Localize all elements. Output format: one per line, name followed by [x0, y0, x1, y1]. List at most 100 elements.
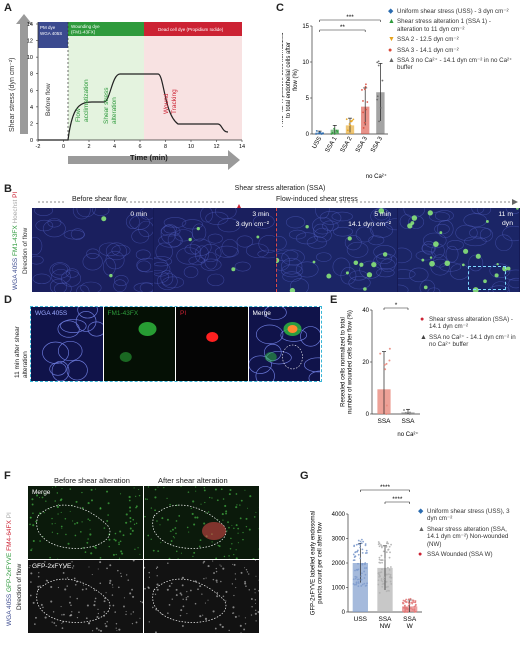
panel-label-a: A: [4, 2, 12, 14]
legend-item: ●Shear stress alteration (SSA) - 14.1 dy…: [420, 316, 518, 331]
data-point: [381, 578, 383, 580]
ytick-label: 15: [302, 24, 309, 30]
data-point: [389, 348, 391, 350]
data-point: [376, 99, 378, 101]
data-point: [359, 557, 361, 559]
b-side-fm: FM1-43FX: [12, 225, 19, 256]
a-xtick-label: 10: [188, 144, 194, 150]
data-point: [364, 562, 366, 564]
data-point: [347, 129, 349, 131]
panel-b: Before shear flow Shear stress alteratio…: [12, 186, 520, 294]
data-point: [410, 598, 412, 600]
b-tile-time: 11 m: [498, 211, 513, 218]
data-point: [415, 604, 417, 606]
data-point: [390, 581, 392, 583]
legend-e: ●Shear stress alteration (SSA) - 14.1 dy…: [420, 316, 518, 352]
category-label: SSA 3: [369, 135, 384, 154]
legend-marker-icon: ●: [388, 47, 397, 54]
data-point: [378, 120, 380, 122]
b-side-pi: PI: [12, 192, 19, 198]
data-point: [406, 608, 408, 610]
data-point: [386, 541, 388, 543]
category-label: SSA: [403, 616, 417, 623]
legend-label: Uniform shear stress (USS), 3 dyn cm⁻²: [427, 508, 518, 523]
data-point: [379, 575, 381, 577]
data-point: [379, 592, 381, 594]
data-point: [361, 539, 363, 541]
legend-c: ◆Uniform shear stress (USS) - 3 dyn cm⁻²…: [388, 8, 518, 75]
data-point: [334, 133, 336, 135]
data-point: [403, 600, 405, 602]
data-point: [378, 579, 380, 581]
data-point: [363, 583, 365, 585]
significance-label: ****: [392, 496, 403, 503]
category-sublabel: no Ca²⁺: [366, 173, 387, 180]
data-point: [358, 540, 360, 542]
a-xtick-label: -2: [36, 144, 41, 150]
data-point: [357, 585, 359, 587]
data-point: [362, 111, 364, 113]
a-xtick-label: 0: [62, 144, 65, 150]
data-point: [353, 578, 355, 580]
legend-item: ▼SSA 2 - 12.5 dyn cm⁻²: [388, 36, 518, 43]
data-point: [383, 550, 385, 552]
d-tile: FM1-43FX: [104, 307, 176, 381]
legend-item: ▲Shear stress alteration 1 (SSA 1) - alt…: [388, 18, 518, 33]
data-point: [386, 574, 388, 576]
data-point: [414, 601, 416, 603]
category-label: NW: [380, 623, 392, 630]
b-side-hoechst: Hoechst: [12, 200, 19, 224]
a-ytick-label: 12: [27, 39, 33, 45]
data-point: [355, 555, 357, 557]
category-label: SSA 2: [339, 135, 354, 154]
data-point: [362, 552, 364, 554]
b-tile-time: 3 min: [252, 211, 269, 218]
data-point: [365, 544, 367, 546]
significance-label: **: [340, 24, 346, 31]
data-point: [385, 413, 387, 415]
data-point: [352, 118, 354, 120]
b-tile-stress: 3 dyn cm⁻²: [236, 220, 269, 228]
category-label: SSA 1: [324, 135, 339, 154]
b-zoom-box: [468, 266, 506, 290]
data-point: [353, 583, 355, 585]
ytick-label: 0: [306, 132, 310, 138]
f-gfp-label: GFP-2xFYVE: [32, 563, 71, 570]
data-point: [405, 412, 407, 414]
data-point: [366, 552, 368, 554]
data-point: [379, 545, 381, 547]
data-point: [412, 609, 414, 611]
a-ytick-label: 8: [30, 72, 33, 78]
data-point: [408, 598, 410, 600]
panel-label-b: B: [4, 183, 12, 195]
y-axis-label: Resealed cells normalized to totalnumber…: [341, 310, 354, 414]
data-point: [360, 541, 362, 543]
data-point: [380, 107, 382, 109]
ytick-label: 0: [342, 610, 346, 616]
data-point: [389, 557, 391, 559]
data-point: [333, 128, 335, 130]
data-point: [321, 133, 323, 135]
d-side-label: 11 min after shear alteration: [14, 306, 29, 378]
data-point: [379, 543, 381, 545]
data-point: [362, 541, 364, 543]
band-dead-text: Dead cell dye (Propidium Iodide): [158, 27, 224, 32]
data-point: [381, 545, 383, 547]
b-tile-time: 0 min: [130, 211, 147, 218]
data-point: [403, 607, 405, 609]
data-point: [357, 579, 359, 581]
data-point: [413, 609, 415, 611]
category-label: SSA: [401, 418, 415, 425]
data-point: [363, 127, 365, 129]
data-point: [409, 411, 411, 413]
data-point: [384, 558, 386, 560]
data-point: [366, 582, 368, 584]
f-side-fm: FM4-64FX: [6, 520, 13, 551]
legend-label: SSA 3 no Ca²⁺ - 14.1 dyn cm⁻² in no Ca²⁺…: [397, 57, 518, 72]
data-point: [390, 566, 392, 568]
data-point: [346, 118, 348, 120]
